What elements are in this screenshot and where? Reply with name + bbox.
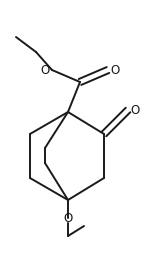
- Text: O: O: [40, 64, 50, 76]
- Text: O: O: [130, 103, 140, 117]
- Text: O: O: [110, 64, 120, 76]
- Text: O: O: [63, 211, 73, 225]
